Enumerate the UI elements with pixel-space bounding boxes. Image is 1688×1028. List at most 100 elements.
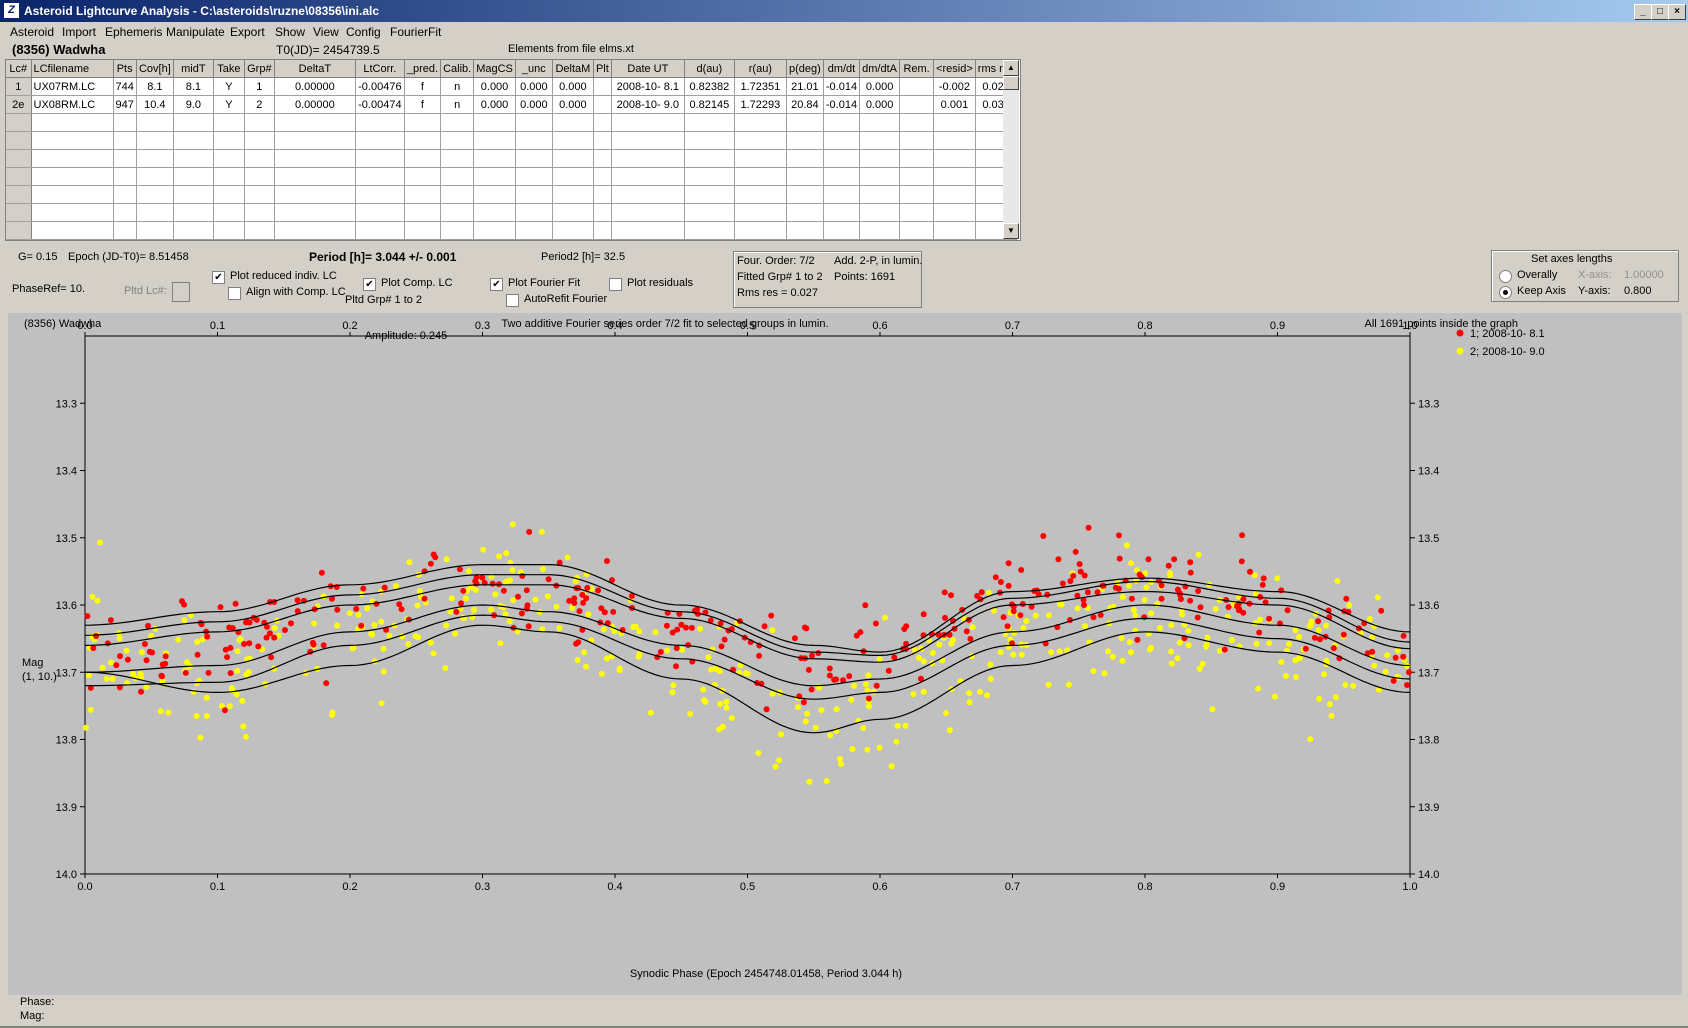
grid-cell[interactable] — [823, 221, 861, 240]
grid-scrollbar[interactable]: ▲ ▼ — [1003, 60, 1019, 239]
plot-fourier-checkbox[interactable]: ✔ — [490, 278, 503, 291]
grid-cell[interactable] — [684, 221, 735, 240]
app-icon[interactable]: Z — [4, 3, 19, 18]
grid-cell[interactable] — [274, 113, 356, 132]
grid-cell[interactable] — [593, 167, 612, 186]
table-row-empty[interactable] — [6, 167, 1018, 186]
grid-cell[interactable]: 2 — [244, 95, 275, 114]
grid-cell[interactable]: f — [404, 95, 442, 114]
grid-cell[interactable]: 0.001 — [933, 95, 976, 114]
grid-header-cell[interactable]: Pts — [113, 60, 137, 78]
grid-cell[interactable] — [440, 167, 475, 186]
grid-cell[interactable] — [213, 203, 245, 222]
grid-cell[interactable] — [611, 185, 685, 204]
grid-cell[interactable] — [355, 203, 405, 222]
grid-cell[interactable] — [173, 221, 214, 240]
grid-cell[interactable] — [6, 221, 32, 240]
grid-cell[interactable] — [899, 131, 935, 150]
table-row-empty[interactable] — [6, 113, 1018, 132]
menu-view[interactable]: View — [313, 25, 339, 39]
grid-header-cell[interactable]: <resid> — [933, 60, 976, 78]
grid-cell[interactable] — [859, 221, 901, 240]
grid-cell[interactable] — [593, 185, 612, 204]
grid-cell[interactable] — [933, 149, 976, 168]
grid-cell[interactable] — [899, 95, 935, 114]
grid-cell[interactable] — [823, 167, 861, 186]
grid-cell[interactable]: 1.72293 — [734, 95, 787, 114]
grid-header-cell[interactable]: midT — [173, 60, 214, 78]
grid-cell[interactable] — [786, 203, 824, 222]
menu-manipulate[interactable]: Manipulate — [166, 25, 225, 39]
pltd-lc-spinner[interactable] — [172, 282, 190, 302]
grid-cell[interactable]: 744 — [113, 77, 137, 96]
grid-header-cell[interactable]: d(au) — [684, 60, 735, 78]
plot-canvas[interactable]: (8356) Wadwha Two additive Fourier serie… — [8, 313, 1682, 995]
grid-cell[interactable] — [552, 185, 594, 204]
grid-cell[interactable] — [244, 113, 275, 132]
grid-cell[interactable] — [734, 131, 787, 150]
grid-cell[interactable] — [823, 113, 861, 132]
grid-cell[interactable] — [933, 203, 976, 222]
scroll-down-icon[interactable]: ▼ — [1003, 223, 1019, 239]
grid-cell[interactable]: -0.014 — [823, 95, 861, 114]
grid-cell[interactable] — [473, 203, 516, 222]
grid-cell[interactable] — [113, 113, 137, 132]
grid-cell[interactable] — [933, 131, 976, 150]
grid-cell[interactable] — [899, 113, 935, 132]
plot-reduced-checkbox[interactable]: ✔ — [212, 271, 225, 284]
grid-cell[interactable] — [274, 221, 356, 240]
grid-cell[interactable] — [786, 113, 824, 132]
grid-header-cell[interactable]: Calib. — [440, 60, 475, 78]
menu-import[interactable]: Import — [62, 25, 97, 39]
grid-cell[interactable] — [734, 185, 787, 204]
grid-cell[interactable] — [274, 149, 356, 168]
grid-cell[interactable] — [515, 131, 553, 150]
grid-cell[interactable]: 0.00000 — [274, 95, 356, 114]
menu-export[interactable]: Export — [230, 25, 265, 39]
grid-cell[interactable]: 21.01 — [786, 77, 824, 96]
grid-cell[interactable] — [611, 203, 685, 222]
grid-cell[interactable]: UX08RM.LC — [31, 95, 114, 114]
grid-cell[interactable] — [173, 203, 214, 222]
grid-cell[interactable] — [113, 221, 137, 240]
grid-cell[interactable] — [440, 221, 475, 240]
grid-cell[interactable] — [355, 131, 405, 150]
grid-cell[interactable] — [244, 185, 275, 204]
grid-header-cell[interactable]: Lc# — [6, 60, 32, 78]
grid-header-cell[interactable]: _pred. — [404, 60, 442, 78]
grid-cell[interactable] — [684, 149, 735, 168]
grid-cell[interactable] — [859, 185, 901, 204]
minimize-button[interactable]: _ — [1634, 4, 1652, 20]
grid-cell[interactable] — [355, 167, 405, 186]
grid-header-cell[interactable]: dm/dtA — [859, 60, 901, 78]
grid-cell[interactable] — [404, 131, 442, 150]
grid-cell[interactable] — [515, 113, 553, 132]
grid-cell[interactable] — [473, 113, 516, 132]
grid-cell[interactable] — [823, 203, 861, 222]
grid-cell[interactable]: 1 — [244, 77, 275, 96]
grid-cell[interactable] — [113, 149, 137, 168]
xaxis-value[interactable]: 1.00000 — [1624, 269, 1664, 281]
grid-cell[interactable] — [473, 185, 516, 204]
grid-cell[interactable] — [113, 203, 137, 222]
grid-cell[interactable] — [734, 167, 787, 186]
grid-header-cell[interactable]: _unc — [515, 60, 553, 78]
grid-cell[interactable] — [404, 113, 442, 132]
keep-axis-radio[interactable] — [1499, 286, 1512, 299]
grid-cell[interactable] — [611, 131, 685, 150]
grid-cell[interactable] — [552, 221, 594, 240]
grid-cell[interactable] — [611, 221, 685, 240]
grid-cell[interactable] — [113, 167, 137, 186]
grid-cell[interactable] — [6, 113, 32, 132]
close-button[interactable]: × — [1668, 4, 1686, 20]
grid-cell[interactable] — [734, 203, 787, 222]
grid-cell[interactable] — [136, 221, 174, 240]
table-row-empty[interactable] — [6, 149, 1018, 168]
grid-cell[interactable] — [593, 203, 612, 222]
lightcurve-grid[interactable]: Lc# LCfilename Pts Cov[h] midT Take Grp# DeltaT… — [5, 59, 1021, 241]
grid-cell[interactable]: 0.000 — [473, 77, 516, 96]
grid-cell[interactable] — [786, 149, 824, 168]
grid-header-cell[interactable]: Plt — [593, 60, 612, 78]
grid-cell[interactable] — [786, 167, 824, 186]
grid-cell[interactable] — [274, 185, 356, 204]
